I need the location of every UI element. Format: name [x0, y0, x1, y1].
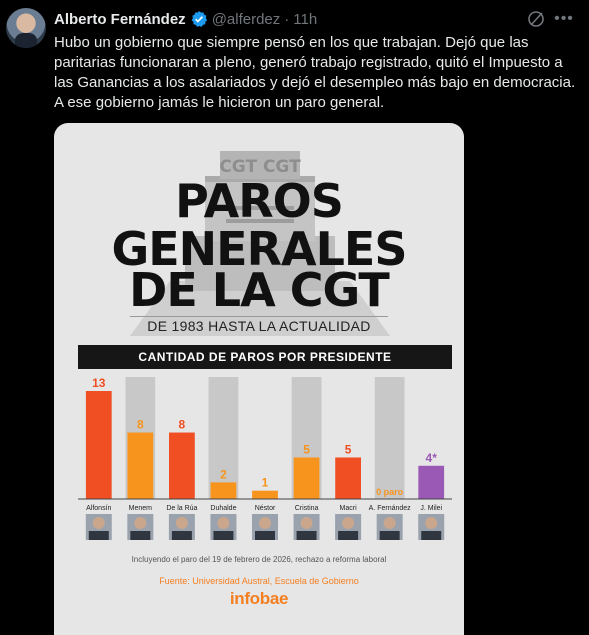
portrait-suit: [338, 531, 359, 540]
category-label: Alfonsín: [86, 505, 111, 512]
chart-banner: CANTIDAD DE PAROS POR PRESIDENTE: [78, 345, 452, 369]
value-label: 0 paro: [376, 487, 404, 497]
category-label: Menem: [129, 505, 153, 512]
avatar[interactable]: [6, 8, 46, 48]
bar-4: [252, 490, 278, 499]
tweet-header: Alberto Fernández @alferdez · 11h: [54, 9, 317, 29]
title-line-2: GENERALES: [111, 222, 408, 276]
value-label: 1: [262, 476, 269, 490]
portrait-suit: [379, 531, 400, 540]
bar-2: [169, 432, 195, 499]
category-label: Macri: [340, 505, 358, 512]
bar-1: [127, 432, 154, 499]
verified-badge-icon: [191, 11, 207, 27]
author-handle[interactable]: @alferdez: [211, 10, 281, 28]
tweet-time[interactable]: 11h: [293, 10, 318, 28]
portrait-face: [383, 517, 396, 529]
portrait-face: [259, 517, 271, 529]
bar-5: [293, 457, 320, 499]
infographic-image[interactable]: CGT CGT PAROS GENERALES DE LA CGT DE 198…: [54, 123, 464, 635]
building-sign: CGT CGT: [219, 157, 301, 177]
category-label: Néstor: [255, 505, 276, 512]
portrait-face: [342, 517, 355, 529]
separator-dot: ·: [284, 10, 290, 28]
value-label: 5: [303, 442, 310, 456]
title-line-3: DE LA CGT: [129, 263, 390, 317]
author-name[interactable]: Alberto Fernández: [54, 10, 186, 28]
title-line-1: PAROS: [175, 174, 344, 228]
portrait-face: [134, 517, 147, 529]
cgt-building-image: CGT CGT: [130, 151, 390, 336]
portrait-face: [175, 517, 188, 529]
value-label: 4*: [426, 451, 438, 465]
bar-chart: 13 Alfonsín 8 Menem 8 De la Rúa 2 Duhalde 1 Nésto…: [78, 376, 452, 540]
grok-icon[interactable]: [526, 9, 546, 29]
bar-6: [335, 457, 361, 499]
bar-8: [418, 465, 445, 499]
value-label: 8: [179, 418, 186, 432]
subtitle-divider: [130, 316, 388, 317]
bar-0: [85, 391, 112, 499]
background-column: [374, 377, 405, 499]
portrait-face: [425, 517, 438, 529]
portrait-suit: [88, 531, 109, 540]
more-icon[interactable]: •••: [554, 10, 574, 27]
footnote: Incluyendo el paro del 19 de febrero de …: [131, 555, 387, 564]
portrait-face: [92, 517, 105, 529]
bar-3: [210, 482, 237, 499]
value-label: 13: [92, 376, 106, 390]
category-label: De la Rúa: [166, 505, 197, 512]
category-label: Cristina: [295, 505, 319, 512]
portrait-suit: [130, 531, 151, 540]
portrait-suit: [296, 531, 317, 540]
category-label: A. Fernández: [369, 505, 412, 512]
value-label: 8: [137, 418, 144, 432]
value-label: 5: [345, 442, 352, 456]
category-label: Duhalde: [210, 505, 236, 512]
portrait-face: [217, 517, 230, 529]
portrait-suit: [421, 531, 442, 540]
background-column: [208, 377, 239, 499]
portrait-face: [300, 517, 313, 529]
infobae-logo: infobae: [229, 589, 289, 608]
portrait-suit: [171, 531, 192, 540]
portrait-suit: [213, 531, 234, 540]
portrait-suit: [255, 531, 275, 540]
subtitle: DE 1983 HASTA LA ACTUALIDAD: [147, 318, 371, 334]
source-note: Fuente: Universidad Austral, Escuela de …: [159, 576, 359, 586]
category-label: J. Milei: [420, 505, 442, 512]
tweet-text: Hubo un gobierno que siempre pensó en lo…: [54, 34, 576, 111]
value-label: 2: [220, 467, 227, 481]
